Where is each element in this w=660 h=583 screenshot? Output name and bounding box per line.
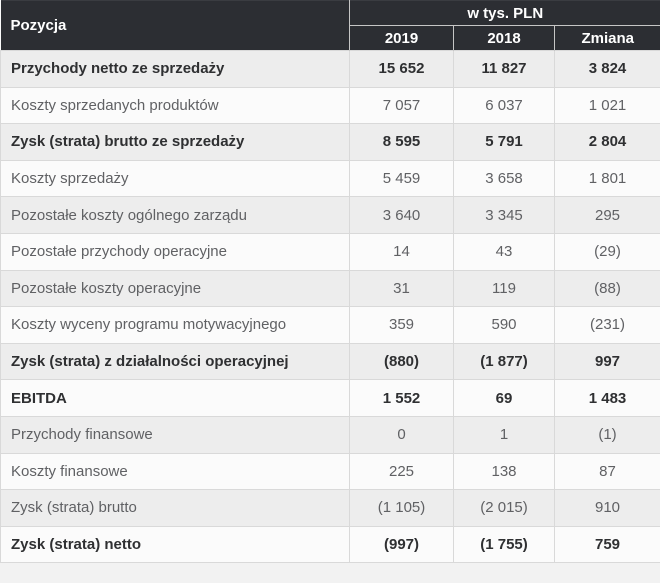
- table-row-koszty-sprzedazy: Koszty sprzedaży 5 459 3 658 1 801: [0, 159, 660, 198]
- row-label: Zysk (strata) netto: [0, 525, 350, 564]
- value-zmiana: 295: [554, 196, 660, 234]
- row-label: Koszty sprzedaży: [0, 159, 350, 198]
- value-2019: 14: [349, 232, 454, 271]
- value-2018: 6 037: [453, 86, 555, 125]
- table-header: Pozycja w tys. PLN 2019 2018 Zmiana: [0, 0, 660, 51]
- value-2018: (1 755): [453, 525, 555, 564]
- financial-results-table: Pozycja w tys. PLN 2019 2018 Zmiana Przy…: [0, 0, 660, 564]
- value-zmiana: 1 021: [554, 86, 660, 125]
- value-zmiana: 997: [554, 342, 660, 381]
- value-2019: 0: [349, 415, 454, 454]
- value-2018: 11 827: [453, 50, 555, 88]
- table-row-ebitda: EBITDA 1 552 69 1 483: [0, 379, 660, 417]
- value-2019: 3 640: [349, 196, 454, 234]
- row-label: Zysk (strata) brutto: [0, 489, 350, 527]
- value-zmiana: 1 801: [554, 159, 660, 198]
- table-row-pozostale-koszty-ogolnego-zarzadu: Pozostałe koszty ogólnego zarządu 3 640 …: [0, 196, 660, 234]
- row-label: Zysk (strata) brutto ze sprzedaży: [0, 123, 350, 161]
- column-header-2018: 2018: [453, 25, 555, 51]
- value-2019: 5 459: [349, 159, 454, 198]
- value-zmiana: 87: [554, 452, 660, 491]
- row-label: EBITDA: [0, 379, 350, 417]
- column-header-pozycja: Pozycja: [0, 0, 350, 51]
- column-header-zmiana: Zmiana: [554, 25, 660, 51]
- value-zmiana: 2 804: [554, 123, 660, 161]
- column-header-2019: 2019: [349, 25, 454, 51]
- value-2019: 1 552: [349, 379, 454, 417]
- value-2018: (2 015): [453, 489, 555, 527]
- value-2018: 1: [453, 415, 555, 454]
- row-label: Przychody finansowe: [0, 415, 350, 454]
- value-2018: (1 877): [453, 342, 555, 381]
- row-label: Pozostałe przychody operacyjne: [0, 232, 350, 271]
- table-row-przychody-netto: Przychody netto ze sprzedaży 15 652 11 8…: [0, 50, 660, 88]
- value-zmiana: (231): [554, 306, 660, 344]
- value-zmiana: (1): [554, 415, 660, 454]
- row-label: Koszty wyceny programu motywacyjnego: [0, 306, 350, 344]
- value-2018: 69: [453, 379, 555, 417]
- value-zmiana: 3 824: [554, 50, 660, 88]
- table-row-koszty-wyceny-programu: Koszty wyceny programu motywacyjnego 359…: [0, 306, 660, 344]
- table-row-koszty-sprzedanych-produktow: Koszty sprzedanych produktów 7 057 6 037…: [0, 86, 660, 125]
- row-label: Koszty sprzedanych produktów: [0, 86, 350, 125]
- table-row-zysk-brutto: Zysk (strata) brutto (1 105) (2 015) 910: [0, 489, 660, 527]
- value-2018: 43: [453, 232, 555, 271]
- table-row-pozostale-przychody-operacyjne: Pozostałe przychody operacyjne 14 43 (29…: [0, 232, 660, 271]
- value-2018: 3 658: [453, 159, 555, 198]
- value-zmiana: (88): [554, 269, 660, 308]
- value-2018: 3 345: [453, 196, 555, 234]
- value-zmiana: 1 483: [554, 379, 660, 417]
- value-2019: 31: [349, 269, 454, 308]
- value-zmiana: (29): [554, 232, 660, 271]
- value-2019: (997): [349, 525, 454, 564]
- value-2018: 5 791: [453, 123, 555, 161]
- table-row-zysk-netto: Zysk (strata) netto (997) (1 755) 759: [0, 525, 660, 564]
- value-zmiana: 910: [554, 489, 660, 527]
- row-label: Przychody netto ze sprzedaży: [0, 50, 350, 88]
- table-row-zysk-brutto-ze-sprzedazy: Zysk (strata) brutto ze sprzedaży 8 595 …: [0, 123, 660, 161]
- table-body: Przychody netto ze sprzedaży 15 652 11 8…: [0, 50, 660, 564]
- table-row-zysk-operacyjny: Zysk (strata) z działalności operacyjnej…: [0, 342, 660, 381]
- value-2018: 119: [453, 269, 555, 308]
- table-row-przychody-finansowe: Przychody finansowe 0 1 (1): [0, 415, 660, 454]
- value-2019: (880): [349, 342, 454, 381]
- column-group-header-units: w tys. PLN: [349, 0, 660, 26]
- value-zmiana: 759: [554, 525, 660, 564]
- value-2019: (1 105): [349, 489, 454, 527]
- table-row-pozostale-koszty-operacyjne: Pozostałe koszty operacyjne 31 119 (88): [0, 269, 660, 308]
- value-2018: 590: [453, 306, 555, 344]
- row-label: Pozostałe koszty operacyjne: [0, 269, 350, 308]
- value-2019: 7 057: [349, 86, 454, 125]
- row-label: Koszty finansowe: [0, 452, 350, 491]
- value-2019: 359: [349, 306, 454, 344]
- value-2019: 8 595: [349, 123, 454, 161]
- table-row-koszty-finansowe: Koszty finansowe 225 138 87: [0, 452, 660, 491]
- value-2019: 225: [349, 452, 454, 491]
- row-label: Pozostałe koszty ogólnego zarządu: [0, 196, 350, 234]
- value-2018: 138: [453, 452, 555, 491]
- row-label: Zysk (strata) z działalności operacyjnej: [0, 342, 350, 381]
- value-2019: 15 652: [349, 50, 454, 88]
